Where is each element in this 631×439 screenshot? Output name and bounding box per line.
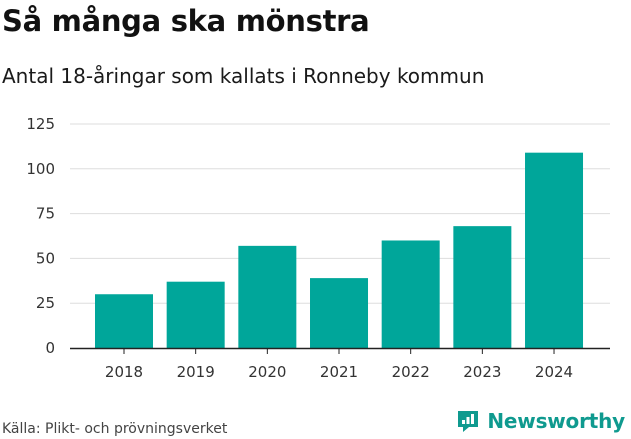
x-tick-label: 2023 [463, 363, 501, 381]
bar-2024 [525, 152, 584, 348]
bar-2020 [238, 245, 297, 348]
x-tick-label: 2022 [392, 363, 430, 381]
brand-name: Newsworthy [487, 409, 625, 433]
bar-chart: 0 25 50 75 100 125 2018 2019 2020 2021 2022 2023 202… [26, 115, 610, 381]
x-tick-label: 2019 [177, 363, 215, 381]
y-tick-label: 125 [26, 115, 55, 133]
brand-logo: Newsworthy [455, 408, 625, 434]
y-tick-label: 75 [36, 205, 55, 223]
x-tick-label: 2024 [535, 363, 573, 381]
bar-2023 [453, 226, 512, 348]
y-tick-label: 25 [36, 294, 55, 312]
chart-subtitle: Antal 18-åringar som kallats i Ronneby k… [2, 64, 485, 88]
y-tick-label: 50 [36, 249, 55, 267]
source-note: Källa: Plikt- och prövningsverket [2, 421, 228, 437]
chart-title: Så många ska mönstra [2, 4, 370, 38]
y-tick-label: 0 [45, 339, 55, 357]
x-tick-label: 2020 [248, 363, 286, 381]
x-tick-label: 2021 [320, 363, 358, 381]
x-tick-label: 2018 [105, 363, 143, 381]
y-tick-label: 100 [26, 160, 55, 178]
bar-2021 [310, 278, 369, 348]
bar-2018 [95, 294, 153, 348]
newsworthy-logo-icon [458, 411, 479, 432]
bar-2022 [381, 240, 440, 348]
bar-2019 [166, 281, 225, 348]
